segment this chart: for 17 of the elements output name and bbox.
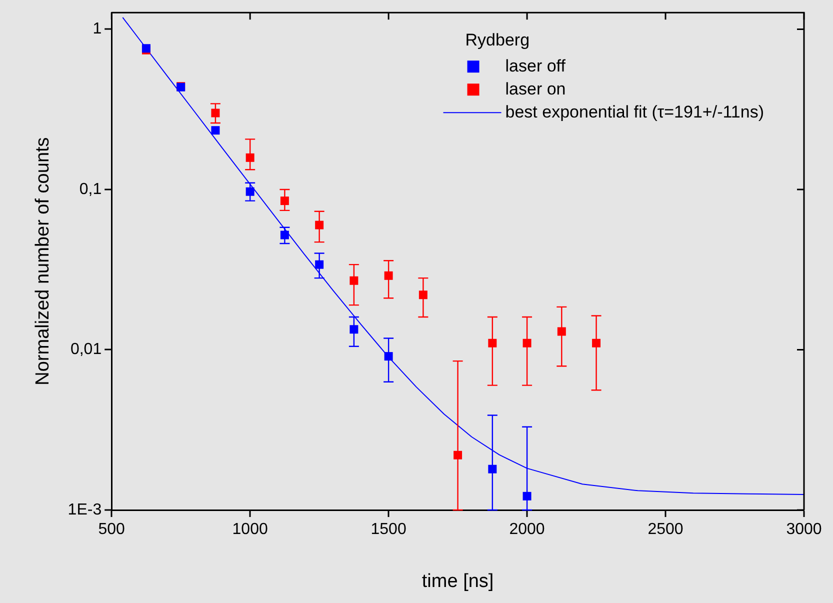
x-tick-label: 2500 — [648, 521, 684, 538]
legend-label: laser off — [505, 56, 566, 76]
x-tick-label: 3000 — [786, 521, 822, 538]
legend-title: Rydberg — [465, 30, 530, 50]
legend-label: laser on — [505, 79, 566, 98]
legend-label: best exponential fit (τ=191+/-11ns) — [505, 102, 764, 122]
y-tick-label: 1 — [92, 20, 102, 38]
y-tick-label: 0,01 — [70, 341, 102, 358]
y-tick-label: 1E-3 — [68, 501, 102, 518]
y-tick-label: 0,1 — [79, 180, 102, 198]
point — [211, 126, 220, 135]
x-tick-label: 500 — [98, 521, 126, 538]
x-tick-label: 1500 — [370, 521, 406, 538]
y-axis-title: Normalized number of counts — [32, 137, 54, 386]
x-tick-label: 2000 — [509, 521, 545, 538]
x-axis-title: time [ns] — [422, 570, 494, 592]
x-tick-label: 1000 — [232, 521, 268, 538]
